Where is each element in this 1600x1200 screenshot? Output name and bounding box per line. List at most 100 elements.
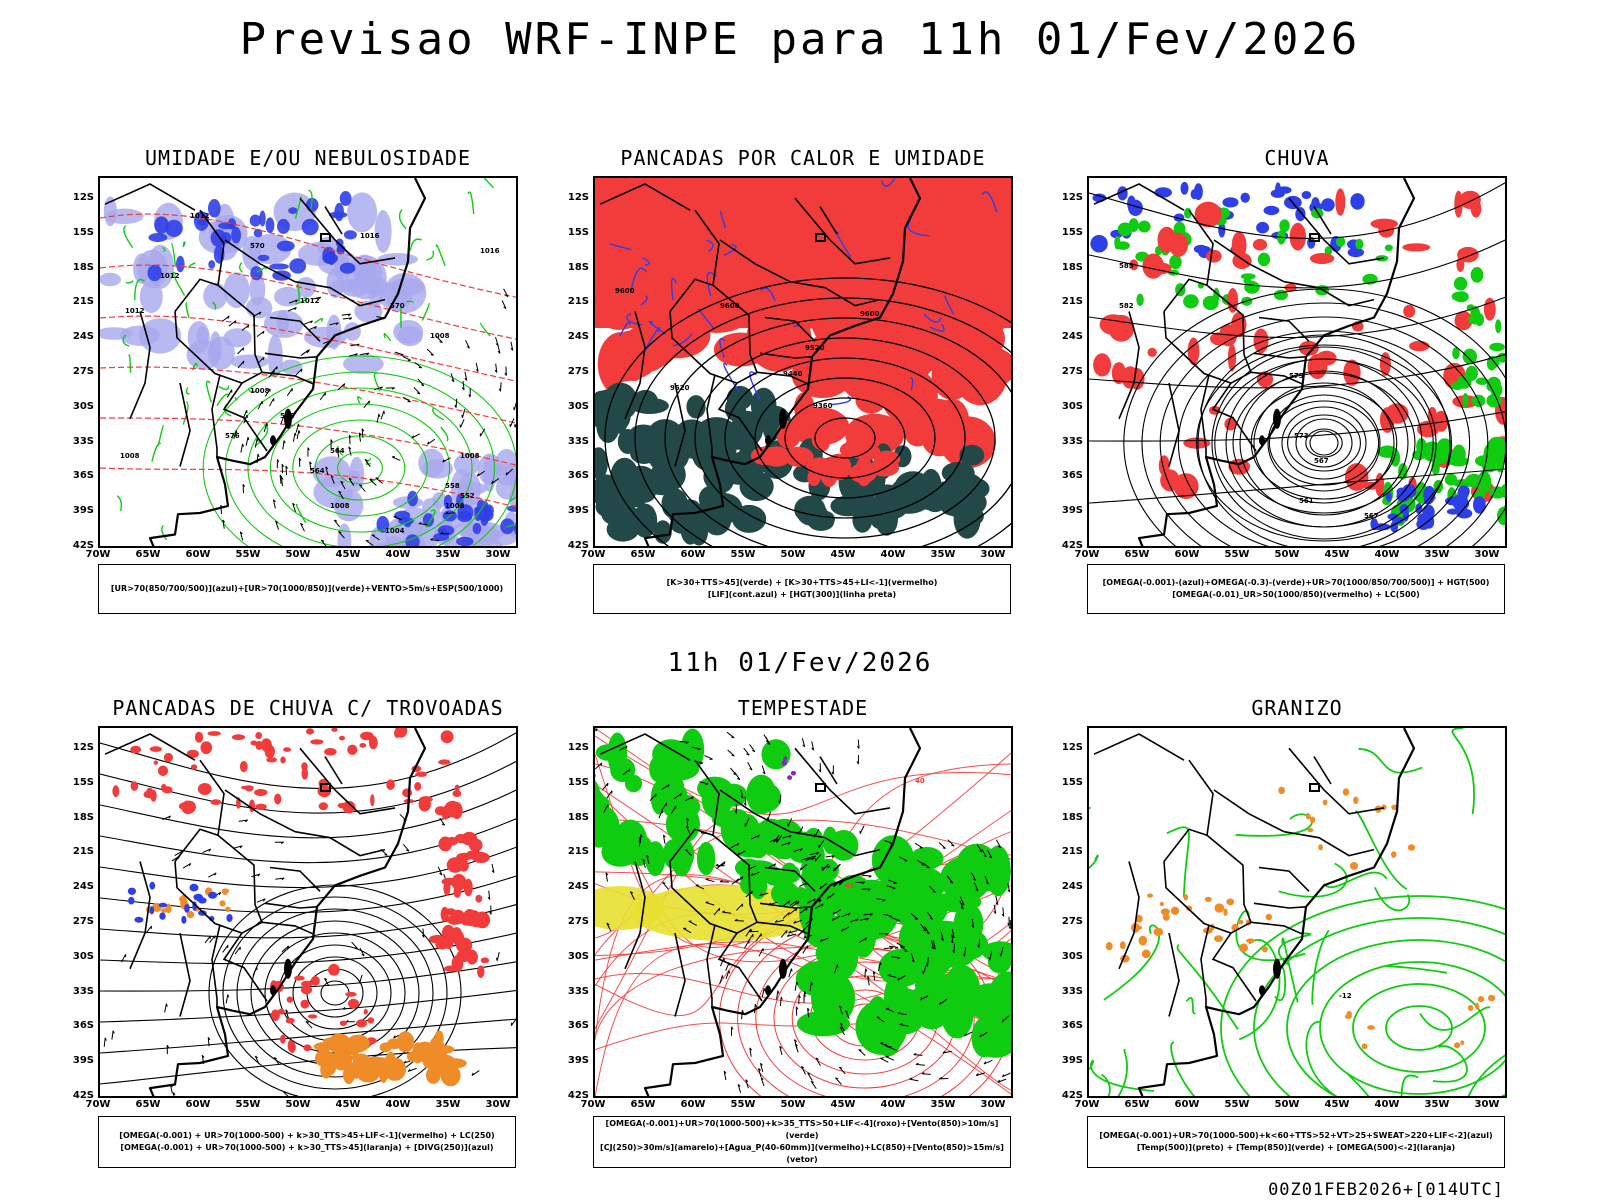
calor-contour-labels: 9600 9600 9600 9520 9520 9440 9360 (615, 287, 880, 410)
contour-label: 579 (1289, 372, 1304, 380)
longitude-tick-label: 35W (1424, 1099, 1450, 1110)
contour-label: 40 (845, 882, 855, 890)
latitude-tick-label: 39S (567, 505, 589, 517)
latitude-tick-label: 18S (567, 261, 589, 273)
latitude-tick-label: 18S (72, 811, 94, 823)
distrito-federal (320, 783, 331, 792)
panel-legend: [OMEGA(-0.001)-(azul)+OMEGA(-0.3)-(verde… (1087, 564, 1505, 614)
latitude-tick-label: 18S (1061, 261, 1083, 273)
legend-line: [OMEGA(-0.001)-(azul)+OMEGA(-0.3)-(verde… (1102, 578, 1490, 587)
latitude-tick-label: 39S (72, 1055, 94, 1067)
longitude-tick-label: 70W (580, 549, 606, 560)
map-canvas: 9600 9600 9600 9520 9520 9440 9360 (595, 178, 1011, 546)
latitude-tick-label: 12S (1061, 742, 1083, 753)
distrito-federal (320, 233, 331, 242)
legend-line: [LIF](cont.azul) + [HGT(300)](linha pret… (707, 590, 897, 599)
strong-wind-green-nw (595, 728, 805, 877)
latitude-tick-label: 15S (567, 776, 589, 788)
contour-label: 1008 (250, 387, 270, 395)
legend-line: [Temp(500)](preto) + [Temp(850)](verde) … (1136, 1143, 1456, 1152)
latitude-tick-label: 18S (72, 261, 94, 273)
temp850-green-rings (1220, 895, 1505, 1096)
longitude-tick-label: 65W (135, 1099, 161, 1110)
panel-legend: [OMEGA(-0.001)+UR>70(1000-500)+k<60+TTS>… (1087, 1116, 1505, 1168)
panel-legend: [UR>70(850/700/500)](azul)+[UR>70(1000/8… (98, 564, 516, 614)
state-borders (1093, 733, 1385, 1017)
longitude-tick-label: 35W (930, 549, 956, 560)
longitude-tick-label: 65W (135, 549, 161, 560)
thunder-red-patches (112, 728, 462, 815)
longitude-tick-label: 30W (485, 549, 511, 560)
map-canvas: 1012 1012 1008 1008 1008 1008 1008 1004 1008 1012… (100, 178, 516, 546)
longitude-tick-label: 40W (1374, 549, 1400, 560)
longitude-tick-label: 35W (930, 1099, 956, 1110)
longitude-tick-label: 40W (1374, 1099, 1400, 1110)
longitude-tick-label: 65W (630, 1099, 656, 1110)
latitude-tick-label: 36S (1061, 1020, 1083, 1032)
contour-label: 9600 (720, 302, 740, 310)
latitude-tick-label: 36S (567, 470, 589, 482)
contour-label: 1016 (360, 232, 380, 240)
longitude-tick-label: 50W (780, 549, 806, 560)
latitude-tick-label: 15S (72, 776, 94, 788)
longitude-tick-label: 70W (1074, 1099, 1100, 1110)
latitude-tick-label: 21S (567, 846, 589, 858)
longitude-tick-label: 35W (435, 1099, 461, 1110)
panel-title: GRANIZO (1251, 696, 1343, 720)
panel-title: TEMPESTADE (737, 696, 869, 720)
latitude-tick-label: 42S (1061, 1090, 1083, 1101)
strong-wind-green-se (795, 835, 1011, 1058)
chuva-contour-labels: 585 582 579 573 567 561 567 (1119, 262, 1379, 520)
longitude-tick-label: 50W (780, 1099, 806, 1110)
latitude-tick-label: 36S (72, 470, 94, 482)
hgt300-contours (604, 277, 1011, 546)
longitude-tick-label: 40W (880, 549, 906, 560)
latitude-tick-label: 12S (567, 192, 589, 203)
contour-label: 1012 (300, 297, 320, 305)
lagoa-dos-patos (284, 408, 292, 429)
latitude-tick-label: 24S (1061, 881, 1083, 893)
latitude-tick-label: 36S (72, 1020, 94, 1032)
map-canvas: -12 (1089, 728, 1505, 1096)
latitude-tick-label: 27S (72, 366, 94, 377)
coastline-borders (643, 728, 922, 1096)
longitude-tick-label: 50W (285, 549, 311, 560)
longitude-tick-label: 55W (235, 1099, 261, 1110)
lagoa-mirim (1259, 435, 1265, 446)
latitude-tick-label: 30S (567, 400, 589, 412)
contour-label: 1008 (330, 502, 350, 510)
legend-line: [OMEGA(-0.001) + UR>70(1000-500) + k>30_… (119, 1131, 495, 1140)
latitude-tick-label: 12S (567, 742, 589, 753)
wind850-vectors-nw (595, 728, 865, 942)
lagoa-dos-patos (779, 408, 787, 429)
state-borders (1093, 183, 1385, 467)
distrito-federal (1309, 233, 1320, 242)
longitude-tick-label: 50W (1274, 1099, 1300, 1110)
lagoa-mirim (1259, 985, 1265, 996)
thunder-orange-band (313, 1030, 467, 1087)
panel-title: PANCADAS POR CALOR E UMIDADE (620, 146, 986, 170)
contour-label: 576 (225, 432, 240, 440)
longitude-tick-label: 45W (335, 1099, 361, 1110)
longitude-tick-label: 30W (980, 549, 1006, 560)
lagoa-dos-patos (1273, 408, 1281, 429)
latitude-tick-label: 18S (567, 811, 589, 823)
contour-label: 1012 (190, 212, 210, 220)
latitude-tick-label: 12S (1061, 192, 1083, 203)
forecast-map-panel: 1012 1012 1008 1008 1008 1008 1008 1004 1008 1012… (98, 176, 518, 548)
tempestade-contour-labels: 40 40 (845, 777, 925, 890)
contour-label: 1012 (160, 272, 180, 280)
contour-label: 9600 (860, 310, 880, 318)
latitude-tick-label: 27S (1061, 916, 1083, 927)
distrito-federal (815, 233, 826, 242)
map-canvas: 585 582 579 573 567 561 567 (1089, 178, 1505, 546)
contour-label: 564 (310, 467, 325, 475)
page-title: Previsao WRF-INPE para 11h 01/Fev/2026 (239, 14, 1361, 65)
longitude-tick-label: 30W (1474, 549, 1500, 560)
latitude-tick-label: 33S (1061, 985, 1083, 997)
contour-label: 1008 (120, 452, 140, 460)
latitude-tick-label: 39S (1061, 505, 1083, 517)
latitude-tick-label: 30S (1061, 400, 1083, 412)
latitude-tick-label: 24S (1061, 331, 1083, 343)
longitude-tick-label: 55W (1224, 1099, 1250, 1110)
